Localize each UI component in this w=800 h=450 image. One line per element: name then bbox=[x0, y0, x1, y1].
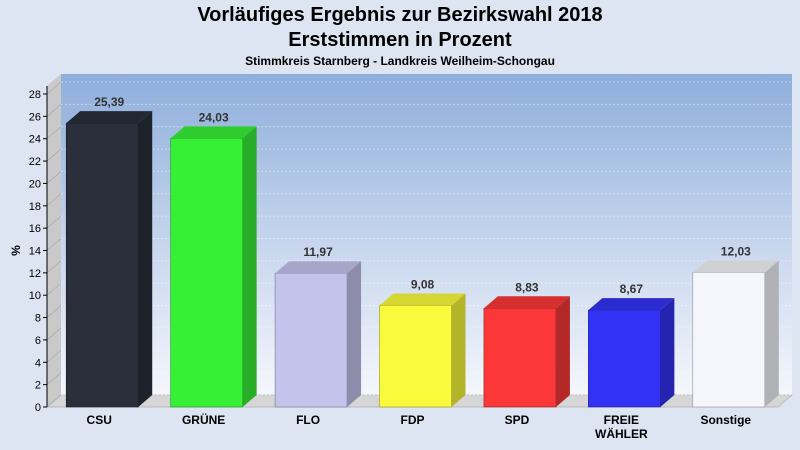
grid-line-side bbox=[46, 282, 62, 296]
chart-title-line2: Erststimmen in Prozent bbox=[288, 29, 512, 51]
bar-top bbox=[66, 111, 153, 124]
bar-front bbox=[65, 122, 139, 408]
grid-line-side bbox=[46, 171, 62, 184]
x-tick-label: FLO bbox=[296, 413, 320, 427]
bar-top bbox=[483, 296, 570, 309]
bar-2 bbox=[274, 261, 362, 408]
chart-title-line1: Vorläufiges Ergebnis zur Bezirkswahl 201… bbox=[197, 4, 603, 26]
y-tick-label: 14 bbox=[29, 246, 41, 258]
y-tick-label: 18 bbox=[29, 201, 41, 213]
bar-top bbox=[588, 298, 675, 311]
bar-6 bbox=[692, 260, 779, 408]
x-tick-label: GRÜNE bbox=[182, 412, 225, 427]
y-tick-label: 24 bbox=[29, 134, 41, 146]
bar-top bbox=[275, 261, 362, 274]
bar-front bbox=[588, 309, 661, 408]
y-axis-label: % bbox=[9, 245, 23, 256]
plot-side-wall bbox=[47, 74, 61, 407]
y-tick-label: 8 bbox=[35, 313, 41, 325]
grid-line-side bbox=[46, 260, 62, 274]
bar-side bbox=[660, 298, 675, 407]
chart-subtitle: Stimmkreis Starnberg - Landkreis Weilhei… bbox=[245, 54, 555, 68]
bar-side bbox=[555, 296, 570, 407]
y-tick-label: 4 bbox=[35, 357, 41, 369]
y-tick-label: 16 bbox=[29, 223, 41, 235]
bars bbox=[65, 111, 779, 408]
grid-line-side bbox=[46, 215, 62, 229]
y-tick-label: 20 bbox=[29, 178, 41, 190]
bar-side bbox=[138, 111, 153, 407]
bar-top bbox=[692, 260, 779, 273]
grid-line-side bbox=[46, 193, 62, 207]
x-tick-label: Sonstige bbox=[700, 413, 751, 427]
bar-side bbox=[242, 126, 257, 407]
bar-3 bbox=[379, 293, 466, 408]
bar-front bbox=[170, 138, 243, 408]
bar-1 bbox=[170, 126, 257, 408]
value-label: 25,39 bbox=[94, 95, 124, 109]
value-label: 8,83 bbox=[515, 280, 539, 294]
bar-front bbox=[379, 305, 452, 408]
grid-line-side bbox=[46, 305, 62, 318]
y-tick-label: 12 bbox=[29, 268, 41, 280]
bar-top bbox=[170, 126, 257, 139]
grid-line-side bbox=[46, 104, 62, 117]
y-tick-label: 2 bbox=[35, 380, 41, 392]
y-tick-label: 26 bbox=[29, 111, 41, 123]
y-tick-label: 22 bbox=[29, 156, 41, 168]
grid-line-side bbox=[46, 327, 62, 341]
grid-line-side bbox=[46, 81, 62, 95]
bar-front bbox=[483, 307, 557, 408]
grid-line-side bbox=[46, 350, 62, 363]
value-label: 12,03 bbox=[721, 245, 751, 259]
value-label: 24,03 bbox=[199, 110, 229, 124]
value-label: 11,97 bbox=[303, 245, 333, 259]
x-tick-label: SPD bbox=[505, 413, 530, 427]
x-tick-label: FDP bbox=[401, 413, 425, 427]
y-tick-label: 28 bbox=[29, 89, 41, 101]
x-tick-label: FREIE WÄHLER bbox=[595, 413, 648, 441]
labels: 25,39 CSU 24,03 GRÜNE 11,97 FLO 9,08 FDP 8,83 SPD… bbox=[87, 95, 752, 441]
grid-line-side bbox=[46, 238, 62, 251]
bar-side bbox=[451, 293, 466, 407]
grid-line-side bbox=[46, 394, 62, 408]
value-label: 9,08 bbox=[411, 277, 435, 291]
bar-4 bbox=[483, 296, 570, 408]
bar-5 bbox=[588, 298, 675, 408]
bar-side bbox=[764, 260, 779, 407]
grid-line-side bbox=[46, 372, 62, 385]
grid-line-side bbox=[46, 126, 62, 139]
bar-front bbox=[274, 272, 348, 408]
bar-front bbox=[692, 272, 766, 408]
bar-0 bbox=[65, 111, 153, 408]
y-tick-label: 10 bbox=[29, 290, 41, 302]
y-tick-label: 0 bbox=[35, 402, 41, 414]
x-tick-label: CSU bbox=[87, 413, 112, 427]
y-tick-label: 6 bbox=[35, 335, 41, 347]
bar-side bbox=[347, 261, 362, 407]
grid-line-side bbox=[46, 148, 62, 162]
value-label: 8,67 bbox=[620, 282, 644, 296]
bar-top bbox=[379, 293, 466, 306]
